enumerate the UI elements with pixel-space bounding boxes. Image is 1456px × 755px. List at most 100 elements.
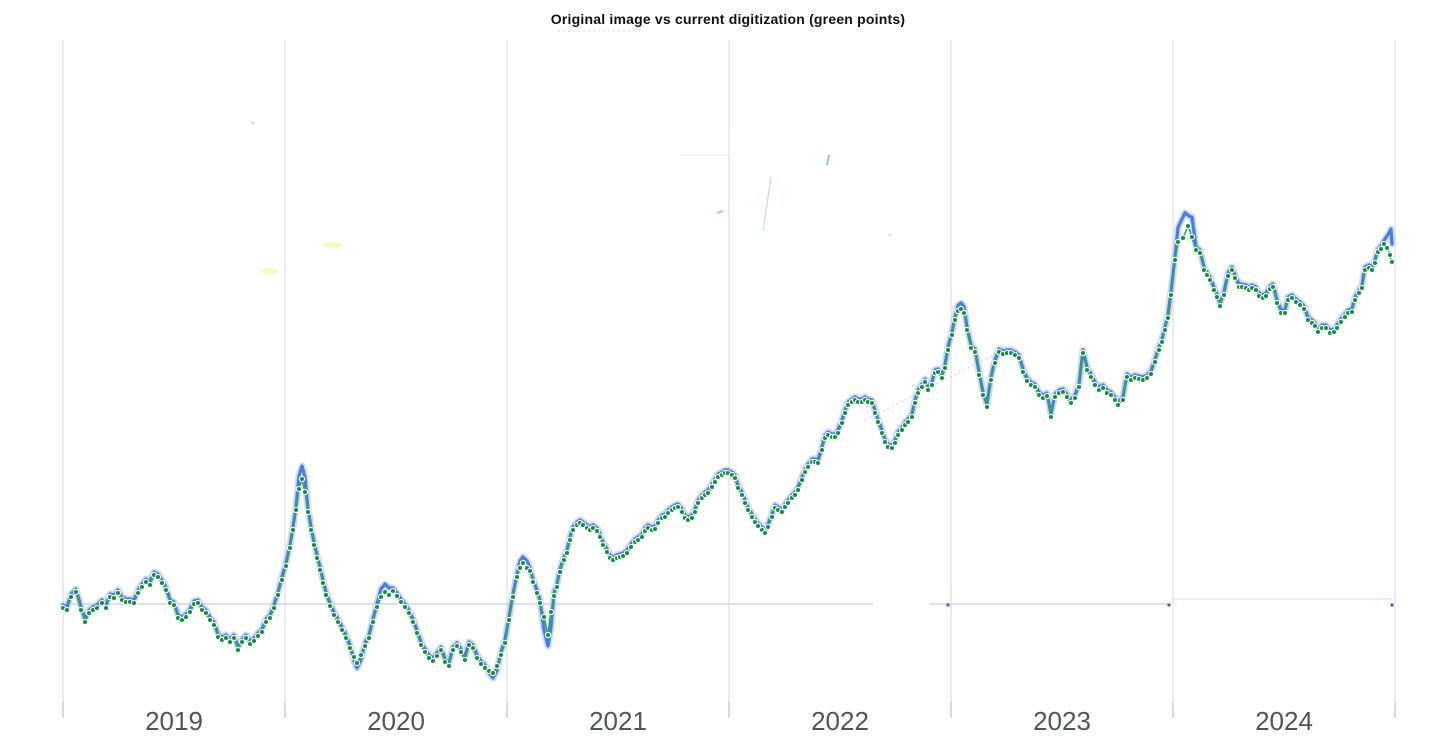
digitized-point <box>841 409 849 417</box>
digitized-point <box>401 603 409 611</box>
digitized-point <box>405 609 413 617</box>
digitized-point <box>170 601 178 609</box>
digitized-point <box>1143 374 1151 382</box>
digitized-point <box>536 599 544 607</box>
digitized-point <box>1300 305 1308 313</box>
digitized-point <box>1035 391 1043 399</box>
digitized-point <box>844 401 852 409</box>
digitized-point <box>911 399 919 407</box>
digitized-point <box>342 634 350 642</box>
digitized-point <box>804 463 812 471</box>
digitized-point <box>274 591 282 599</box>
digitized-point <box>369 618 377 626</box>
digitized-point <box>529 578 537 586</box>
digitized-point <box>544 631 552 639</box>
digitized-point <box>603 548 611 556</box>
digitized-point <box>1377 245 1385 253</box>
digitized-point <box>186 608 194 616</box>
digitized-point <box>178 616 186 624</box>
digitized-point <box>674 503 682 511</box>
digitized-point <box>1188 233 1196 241</box>
digitized-point <box>987 376 995 384</box>
digitized-point <box>250 637 258 645</box>
digitized-point <box>493 662 501 670</box>
digitized-point <box>814 459 822 467</box>
digitized-point <box>393 592 401 600</box>
digitized-point <box>871 409 879 417</box>
digitized-point <box>794 486 802 494</box>
digitized-point <box>350 653 358 661</box>
digitized-point <box>63 606 71 614</box>
digitized-point <box>761 529 769 537</box>
digitized-point <box>563 549 571 557</box>
digitized-point <box>154 573 162 581</box>
digitized-point <box>304 508 312 516</box>
digitized-point <box>198 606 206 614</box>
digitized-point <box>778 508 786 516</box>
digitized-point <box>258 628 266 636</box>
digitized-point <box>1019 368 1027 376</box>
digitized-point <box>1330 328 1338 336</box>
digitized-point <box>991 359 999 367</box>
digitized-point <box>1224 272 1232 280</box>
digitized-point <box>286 544 294 552</box>
speck-artifact <box>1167 603 1171 607</box>
digitized-point <box>560 556 568 564</box>
digitized-point <box>881 438 889 446</box>
digitized-point <box>1371 259 1379 267</box>
digitized-point <box>741 499 749 507</box>
digitized-point <box>469 644 477 652</box>
digitized-point <box>704 489 712 497</box>
smudge-artifact <box>323 242 343 248</box>
digitized-point <box>413 629 421 637</box>
digitized-point <box>1011 351 1019 359</box>
scratch-artifact <box>716 210 724 214</box>
digitized-point <box>1296 301 1304 309</box>
digitized-point <box>266 614 274 622</box>
digitized-point <box>1147 370 1155 378</box>
digitized-point <box>210 621 218 629</box>
chart-title: Original image vs current digitization (… <box>550 11 906 27</box>
digitized-point <box>711 478 719 486</box>
digitized-point <box>1023 377 1031 385</box>
digitized-point <box>441 658 449 666</box>
digitized-point <box>409 618 417 626</box>
digitized-point <box>868 399 876 407</box>
digitized-point <box>182 613 190 621</box>
digitized-point <box>1107 391 1115 399</box>
digitized-point <box>146 581 154 589</box>
digitized-point <box>1380 240 1388 248</box>
speck-artifact <box>888 233 892 237</box>
digitized-point <box>951 316 959 324</box>
scratch-artifact <box>762 176 772 232</box>
original-line-halo <box>59 209 1396 682</box>
digitized-point <box>533 589 541 597</box>
digitized-point <box>963 326 971 334</box>
digitized-point <box>731 474 739 482</box>
digitized-point <box>373 603 381 611</box>
digitized-point <box>1087 373 1095 381</box>
digitized-point <box>924 386 932 394</box>
digitized-point <box>957 305 965 313</box>
digitized-point <box>1174 238 1182 246</box>
digitized-point <box>1220 291 1228 299</box>
digitized-point <box>596 533 604 541</box>
digitized-point <box>904 418 912 426</box>
digitized-point <box>593 527 601 535</box>
digitized-point <box>417 641 425 649</box>
digitized-point <box>298 475 306 483</box>
digitized-point <box>230 634 238 642</box>
digitized-point <box>481 664 489 672</box>
digitized-point <box>1031 383 1039 391</box>
digitized-point <box>1228 266 1236 274</box>
digitized-point <box>623 549 631 557</box>
digitized-point <box>162 586 170 594</box>
digitized-point <box>941 364 949 372</box>
digitized-point <box>1355 289 1363 297</box>
digitized-point <box>784 499 792 507</box>
digitized-point <box>226 638 234 646</box>
digitized-point <box>1063 393 1071 401</box>
digitized-point <box>1114 401 1122 409</box>
digitized-point <box>513 573 521 581</box>
digitized-point <box>556 568 564 576</box>
